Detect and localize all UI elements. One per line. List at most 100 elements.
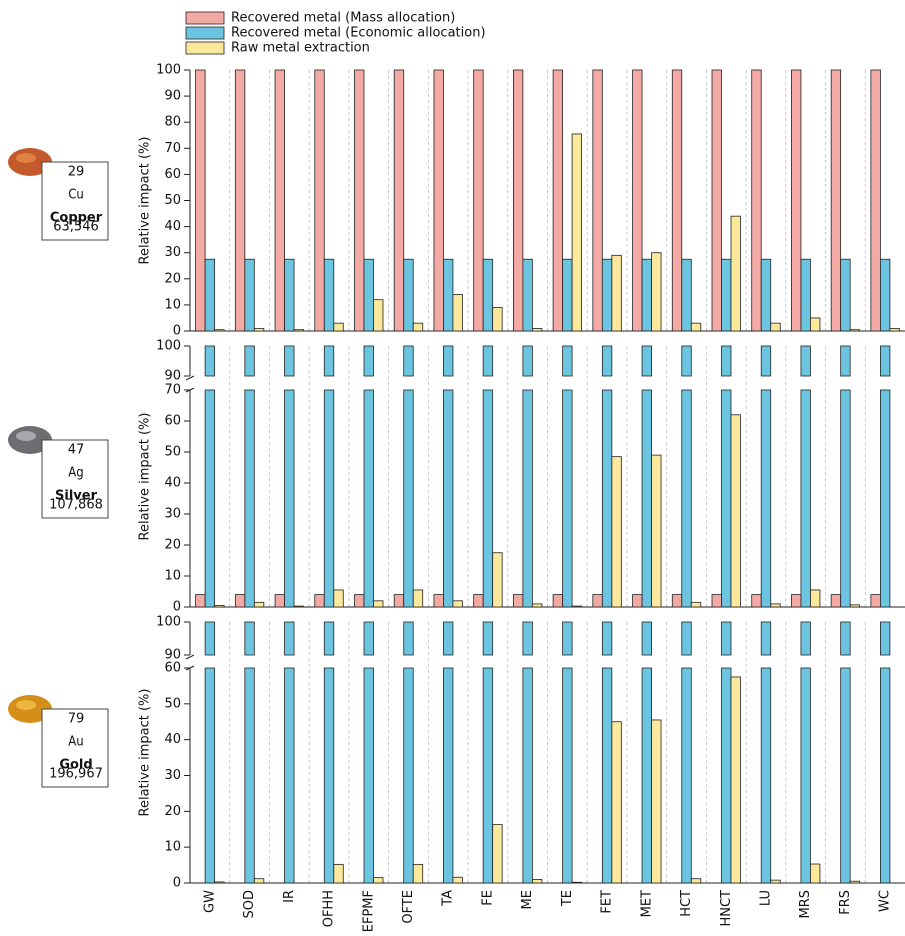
y-tick-label: 60 (164, 167, 181, 182)
bar (443, 259, 453, 331)
bar (523, 346, 533, 376)
bar (404, 259, 414, 331)
element-number: 79 (68, 712, 85, 727)
bar (841, 622, 851, 655)
bar (850, 881, 860, 883)
bar (404, 668, 414, 883)
bar (563, 622, 573, 655)
bar (880, 390, 890, 607)
bar (752, 70, 762, 331)
bar (294, 330, 304, 331)
y-axis-label: Relative impact (%) (138, 137, 153, 265)
bar (254, 328, 263, 331)
bar (434, 70, 444, 331)
x-tick-label: OFHH (322, 890, 337, 927)
bar (612, 255, 622, 331)
bar (523, 622, 533, 655)
y-tick-label: 20 (164, 271, 181, 286)
bar (642, 668, 652, 883)
bar (712, 595, 722, 607)
bar (483, 668, 493, 883)
legend-label: Recovered metal (Mass allocation) (231, 11, 455, 26)
bar (443, 668, 453, 883)
bar (394, 595, 404, 607)
bar (810, 864, 820, 883)
bar (642, 346, 652, 376)
bar (682, 259, 692, 331)
element-number: 47 (68, 443, 85, 458)
bar (294, 606, 304, 607)
x-tick-label: SOD (242, 890, 257, 919)
bar (413, 590, 423, 607)
bar (682, 390, 692, 607)
x-tick-label: EFPMF (361, 890, 376, 932)
y-tick-label: 40 (164, 732, 181, 747)
bar (285, 668, 295, 883)
element-symbol: Ag (68, 466, 83, 481)
bar (771, 880, 781, 883)
bar (731, 216, 741, 331)
bar (642, 390, 652, 607)
bar (682, 622, 692, 655)
bar (890, 328, 900, 331)
bar (722, 622, 732, 655)
y-tick-label: 90 (164, 648, 181, 663)
bar (602, 346, 612, 376)
bar (731, 415, 741, 607)
y-tick-label: 100 (156, 63, 181, 78)
legend-label: Recovered metal (Economic allocation) (231, 26, 486, 41)
bar (493, 825, 503, 883)
bar (532, 604, 542, 607)
bar (563, 259, 573, 331)
legend-swatch (186, 12, 224, 24)
legend-label: Raw metal extraction (231, 41, 370, 56)
x-tick-label: MRS (798, 890, 813, 919)
bar (374, 601, 384, 607)
bar (364, 346, 374, 376)
bar (324, 622, 334, 655)
bar (215, 882, 225, 883)
bar (722, 259, 732, 331)
bar (722, 390, 732, 607)
bar (453, 294, 463, 331)
bar (801, 390, 811, 607)
bar (215, 330, 225, 331)
bar (593, 70, 603, 331)
bar (285, 259, 295, 331)
bar (324, 668, 334, 883)
x-tick-label: ME (520, 890, 535, 909)
bar (315, 70, 325, 331)
y-axis-label: Relative impact (%) (138, 689, 153, 817)
bar (443, 346, 453, 376)
bar (691, 602, 701, 607)
bar (483, 346, 493, 376)
bar (434, 595, 444, 607)
bar (483, 390, 493, 607)
bar (493, 308, 503, 331)
bar (532, 328, 542, 331)
x-tick-label: OFTE (401, 890, 416, 924)
bar (245, 668, 255, 883)
y-tick-label: 50 (164, 193, 181, 208)
bar (205, 622, 215, 655)
bar (850, 330, 860, 331)
x-tick-label: LU (758, 890, 773, 906)
bar (572, 882, 582, 883)
y-tick-label: 20 (164, 538, 181, 553)
bar (761, 259, 771, 331)
bar (443, 622, 453, 655)
bar (602, 668, 612, 883)
bar (235, 70, 245, 331)
element-symbol: Au (68, 735, 83, 750)
bar (722, 346, 732, 376)
bar (205, 259, 215, 331)
bar (254, 602, 263, 607)
bar (513, 595, 523, 607)
bar (523, 259, 533, 331)
bar (771, 604, 781, 607)
bar (413, 864, 423, 883)
x-tick-label: FRS (838, 890, 853, 915)
x-tick-label: TE (560, 890, 575, 907)
x-tick-label: HCT (679, 890, 694, 917)
bar (801, 622, 811, 655)
